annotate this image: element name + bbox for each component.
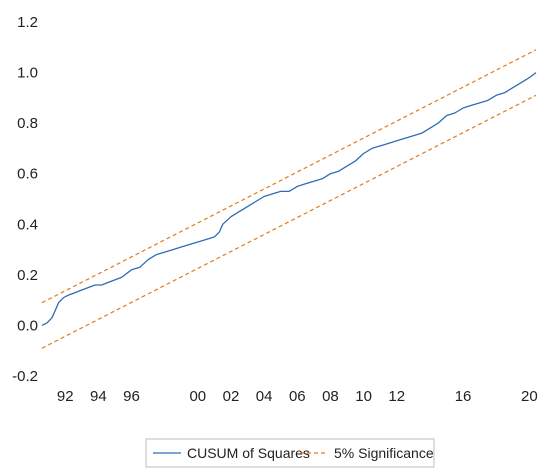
x-axis-tick-labels: 92 94 96 00 02 04 06 08 10 12 16 20 bbox=[57, 388, 538, 405]
legend: CUSUM of Squares 5% Significance bbox=[145, 438, 435, 468]
y-tick-label: 1.0 bbox=[17, 65, 38, 82]
y-tick-label: 1.2 bbox=[17, 14, 38, 31]
x-tick-label: 96 bbox=[123, 388, 140, 405]
lower-significance-line bbox=[41, 94, 537, 349]
cusum-series-line bbox=[41, 72, 537, 326]
legend-label: 5% Significance bbox=[334, 445, 434, 461]
plot-area bbox=[41, 49, 537, 349]
y-tick-label: 0.2 bbox=[17, 267, 38, 284]
x-tick-label: 00 bbox=[189, 388, 206, 405]
x-tick-label: 16 bbox=[455, 388, 472, 405]
y-tick-label: 0.6 bbox=[17, 166, 38, 183]
legend-box bbox=[145, 438, 435, 468]
x-tick-label: 02 bbox=[223, 388, 240, 405]
x-tick-label: 08 bbox=[322, 388, 339, 405]
x-tick-label: 06 bbox=[289, 388, 306, 405]
legend-label: CUSUM of Squares bbox=[187, 445, 310, 461]
y-tick-label: -0.2 bbox=[12, 368, 38, 385]
y-tick-label: 0.8 bbox=[17, 115, 38, 132]
x-tick-label: 94 bbox=[90, 388, 107, 405]
x-tick-label: 92 bbox=[57, 388, 74, 405]
y-tick-label: 0.0 bbox=[17, 317, 38, 334]
x-tick-label: 12 bbox=[388, 388, 405, 405]
upper-significance-line bbox=[41, 49, 537, 304]
x-tick-label: 04 bbox=[256, 388, 273, 405]
x-tick-label: 10 bbox=[355, 388, 372, 405]
y-axis-tick-labels: 1.2 1.0 0.8 0.6 0.4 0.2 0.0 -0.2 bbox=[12, 14, 38, 385]
x-tick-label: 20 bbox=[521, 388, 538, 405]
y-tick-label: 0.4 bbox=[17, 216, 38, 233]
